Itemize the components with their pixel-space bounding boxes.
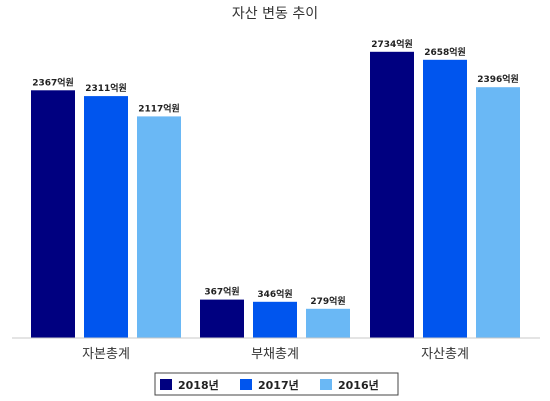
bar-부채총계-2018년 [200, 299, 244, 338]
legend: 2018년 2017년 2016년 [154, 372, 399, 396]
bar-부채총계-2017년 [253, 301, 297, 338]
legend-swatch-2016년 [320, 379, 332, 390]
legend-label-2016년: 2016년 [338, 378, 379, 392]
category-label-자산총계: 자산총계 [421, 347, 469, 362]
data-label-자본총계-2017년: 2311억원 [85, 82, 127, 94]
data-label-부채총계-2018년: 367억원 [204, 286, 239, 298]
category-label-자본총계: 자본총계 [82, 347, 130, 362]
data-label-자본총계-2018년: 2367억원 [32, 76, 74, 88]
data-label-자산총계-2016년: 2396억원 [477, 73, 519, 85]
bar-부채총계-2016년 [306, 308, 350, 338]
bars-layer: 2367억원 2311억원 2117억원 367억원 346억원 279억원 2734억원 2… [31, 38, 520, 339]
data-label-자산총계-2018년: 2734억원 [371, 38, 413, 50]
legend-swatch-2018년 [160, 379, 172, 390]
data-label-부채총계-2016년: 279억원 [310, 295, 345, 307]
bar-자본총계-2017년 [84, 96, 128, 338]
bar-자산총계-2018년 [370, 51, 414, 339]
bar-자산총계-2016년 [476, 87, 520, 338]
category-labels: 자본총계 부채총계 자산총계 [82, 347, 469, 362]
data-label-자본총계-2016년: 2117억원 [138, 102, 180, 114]
category-label-부채총계: 부채총계 [251, 347, 299, 362]
data-label-부채총계-2017년: 346억원 [257, 288, 292, 300]
bar-자본총계-2016년 [137, 116, 181, 339]
legend-box [154, 372, 399, 396]
legend-label-2017년: 2017년 [258, 378, 299, 392]
legend-swatch-2017년 [240, 379, 252, 390]
chart-title: 자산 변동 추이 [232, 6, 318, 22]
legend-label-2018년: 2018년 [178, 378, 219, 392]
bar-자본총계-2018년 [31, 90, 75, 338]
data-label-자산총계-2017년: 2658억원 [424, 46, 466, 58]
bar-자산총계-2017년 [423, 59, 467, 339]
